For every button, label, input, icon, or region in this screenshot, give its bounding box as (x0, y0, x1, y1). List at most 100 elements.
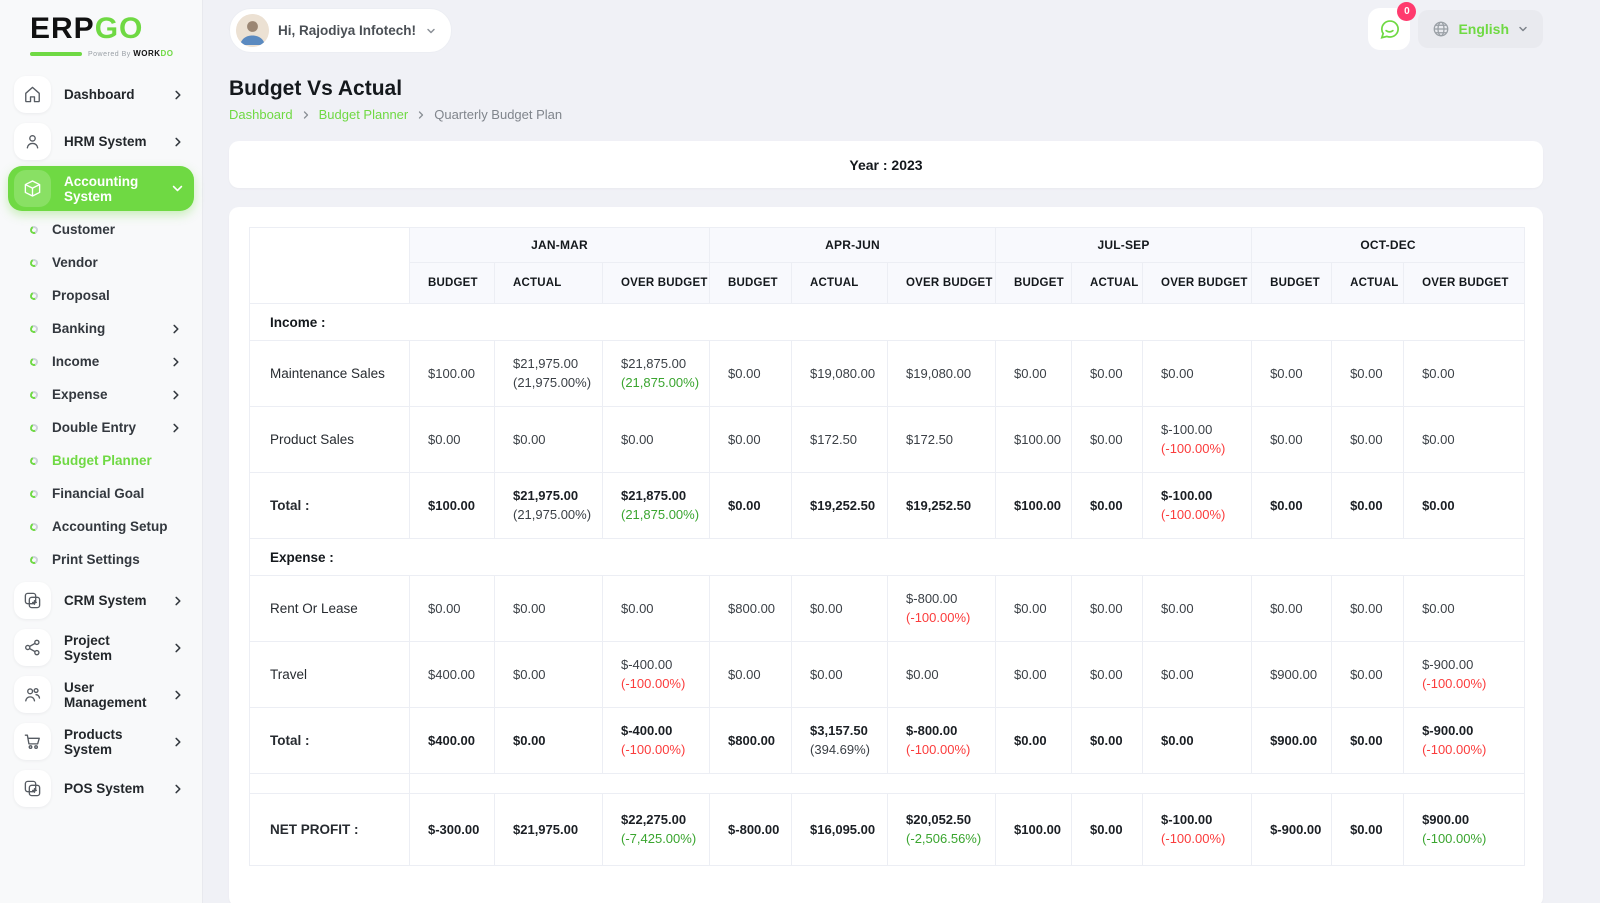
section-label: Expense : (248, 538, 1526, 576)
brand-name-black: ERP (30, 12, 95, 45)
amount-value: $0.00 (1090, 600, 1123, 616)
amount-value: $0.00 (1090, 365, 1123, 381)
amount-value: $0.00 (728, 666, 761, 682)
amount-value: $0.00 (1090, 821, 1123, 837)
sidebar-item-label: Income (52, 354, 100, 369)
sidebar-item-label: Financial Goal (52, 486, 145, 501)
amount-value: $0.00 (1161, 365, 1194, 381)
amount-value: $0.00 (1090, 431, 1123, 447)
sidebar-item-pos-system[interactable]: POS System (8, 766, 194, 811)
value-cell: $900.00 (1251, 707, 1333, 774)
column-header: BUDGET (995, 262, 1073, 304)
chevron-right-icon (172, 642, 184, 654)
quarter-header: JAN-MAR (408, 227, 711, 263)
percent-value: (-100.00%) (1422, 831, 1487, 846)
value-cell: $0.00 (1331, 406, 1405, 473)
value-cell: $0.00 (1251, 406, 1333, 473)
user-menu-button[interactable]: Hi, Rajodiya Infotech! (229, 8, 453, 53)
row-label: Rent Or Lease (249, 575, 410, 642)
value-cell: $0.00 (1071, 575, 1144, 642)
value-cell: $16,095.00 (791, 793, 889, 866)
sidebar-item-proposal[interactable]: Proposal (8, 279, 194, 312)
amount-value: $-100.00 (1161, 812, 1213, 828)
sidebar-item-income[interactable]: Income (8, 345, 194, 378)
value-cell: $0.00 (791, 641, 889, 708)
percent-value: (-100.00%) (1161, 831, 1226, 846)
percent-value: (-100.00%) (1422, 742, 1487, 757)
value-cell: $100.00 (409, 340, 495, 407)
sidebar-item-label: User Management (64, 679, 147, 710)
amount-value: $19,080.00 (906, 365, 972, 381)
table-row: NET PROFIT : $-300.00 $21,975.00 $22,275.00… (249, 793, 1526, 866)
column-header: ACTUAL (791, 262, 889, 304)
amount-value: $0.00 (1350, 600, 1383, 616)
amount-value: $900.00 (1270, 666, 1318, 682)
topbar: Hi, Rajodiya Infotech! 0 English (229, 2, 1543, 53)
sidebar-item-accounting-system[interactable]: Accounting System (8, 166, 194, 211)
amount-value: $19,252.50 (810, 497, 876, 513)
year-label: Year : 2023 (849, 156, 923, 173)
row-label: Total : (249, 707, 410, 774)
amount-value: $400.00 (428, 666, 475, 682)
row-label: Total : (249, 472, 410, 539)
quarter-header: APR-JUN (709, 227, 997, 263)
sidebar-item-project-system[interactable]: Project System (8, 625, 194, 670)
value-cell: $0.00 (1142, 340, 1253, 407)
sidebar-item-hrm-system[interactable]: HRM System (8, 119, 194, 164)
amount-value: $0.00 (513, 732, 546, 748)
value-cell: $0.00 (1071, 793, 1144, 866)
percent-value: (-100.00%) (1161, 441, 1226, 456)
column-header: BUDGET (409, 262, 495, 304)
value-cell: $0.00 (1142, 575, 1253, 642)
sidebar-item-budget-planner[interactable]: Budget Planner (8, 444, 194, 477)
value-cell: $800.00 (709, 707, 793, 774)
sidebar-item-double-entry[interactable]: Double Entry (8, 411, 194, 444)
amount-value: $-800.00 (906, 723, 958, 739)
amount-value: $21,875.00 (621, 356, 687, 372)
amount-value: $0.00 (1422, 600, 1455, 616)
value-cell: $21,975.00 (21,975.00%) (494, 340, 603, 407)
sidebar-item-vendor[interactable]: Vendor (8, 246, 194, 279)
home-icon (14, 76, 51, 113)
amount-value: $0.00 (1350, 666, 1383, 682)
percent-value: (-100.00%) (906, 742, 971, 757)
amount-value: $0.00 (1270, 497, 1303, 513)
messenger-button[interactable]: 0 (1368, 2, 1417, 50)
sidebar-item-label: HRM System (64, 134, 147, 149)
amount-value: $0.00 (1422, 497, 1455, 513)
chevron-right-icon (172, 136, 184, 148)
sidebar-item-customer[interactable]: Customer (8, 213, 194, 246)
sidebar-item-user-management[interactable]: User Management (8, 672, 194, 717)
powered-by-label: Powered By WORKDO (88, 49, 174, 58)
value-cell: $-100.00 (-100.00%) (1142, 472, 1253, 539)
value-cell: $-800.00 (-100.00%) (887, 575, 997, 642)
value-cell: $0.00 (494, 641, 603, 708)
column-header: OVER BUDGET (887, 262, 997, 304)
bullet-icon (28, 323, 40, 334)
language-selector[interactable]: English (1418, 10, 1543, 48)
brand-name: ERPGO (30, 14, 202, 44)
sidebar-item-dashboard[interactable]: Dashboard (8, 72, 194, 117)
sidebar-item-financial-goal[interactable]: Financial Goal (8, 477, 194, 510)
sidebar-item-label: Products System (64, 726, 123, 757)
table-row: Total : $400.00 $0.00 $-400.00 (-100.00%) $80… (249, 707, 1526, 774)
notification-badge: 0 (1397, 2, 1417, 21)
percent-value: (21,875.00%) (621, 375, 700, 390)
sidebar-item-accounting-setup[interactable]: Accounting Setup (8, 510, 194, 543)
sidebar-item-banking[interactable]: Banking (8, 312, 194, 345)
section-row: Income : (248, 303, 1526, 341)
sidebar-item-print-settings[interactable]: Print Settings (8, 543, 194, 576)
value-cell: $0.00 (1331, 707, 1405, 774)
breadcrumb-dashboard[interactable]: Dashboard (229, 107, 293, 122)
value-cell: $0.00 (1331, 641, 1405, 708)
avatar (236, 14, 269, 47)
sidebar-item-crm-system[interactable]: CRM System (8, 578, 194, 623)
brand-logo[interactable]: ERPGO Powered By WORKDO (0, 0, 202, 64)
sidebar-item-label: Dashboard (64, 87, 135, 102)
chevron-right-icon (170, 323, 182, 335)
sidebar-item-products-system[interactable]: Products System (8, 719, 194, 764)
value-cell: $100.00 (995, 793, 1073, 866)
sidebar-item-expense[interactable]: Expense (8, 378, 194, 411)
breadcrumb-budget-planner[interactable]: Budget Planner (318, 107, 409, 122)
sidebar-item-label: Proposal (52, 288, 110, 303)
